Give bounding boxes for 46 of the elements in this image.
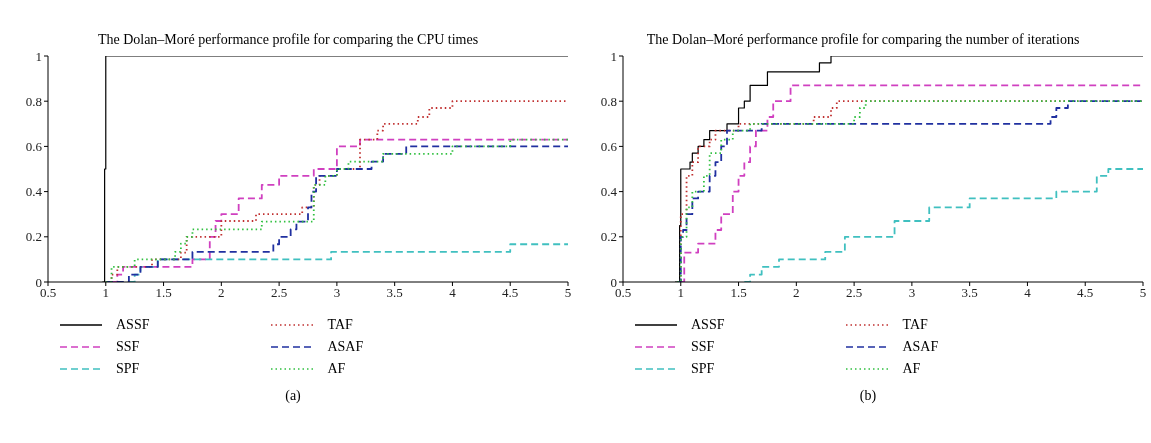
x-tick-label: 1 — [102, 285, 110, 301]
y-tick-label: 0.2 — [600, 229, 617, 245]
x-tick-label: 2 — [793, 285, 800, 301]
x-tick-label: 3.5 — [386, 285, 403, 301]
y-tick-label: 0.8 — [25, 93, 42, 109]
y-tick-label: 0 — [35, 274, 42, 290]
y-tick-label: 1 — [610, 48, 617, 64]
y-tick-label: 0.6 — [25, 139, 43, 155]
y-tick-label: 0 — [610, 274, 617, 290]
legend-label: ASAF — [327, 339, 364, 355]
legend-label: TAF — [327, 317, 353, 333]
x-tick-label: 2.5 — [845, 285, 863, 301]
y-tick-label: 1 — [35, 48, 42, 64]
x-tick-label: 4.5 — [502, 285, 519, 301]
y-tick-label: 0.2 — [25, 229, 42, 245]
legend-label: AF — [902, 361, 921, 377]
legend-label: SPF — [691, 361, 715, 377]
text: (a) — [284, 388, 302, 404]
x-tick-label: 1.5 — [730, 285, 747, 301]
x-tick-label: 5 — [564, 285, 572, 301]
x-tick-label: 2.5 — [270, 285, 288, 301]
x-tick-label: 4.5 — [1077, 285, 1094, 301]
x-tick-label: 4 — [449, 285, 457, 301]
chart-title: The Dolan–Moré performance profile for comparing the CPU times — [96, 31, 480, 48]
y-tick-label: 0.8 — [600, 93, 617, 109]
y-tick-label: 0.6 — [600, 139, 618, 155]
x-tick-label: 3 — [908, 285, 916, 301]
legend-label: ASSF — [691, 317, 725, 333]
x-tick-label: 5 — [1139, 285, 1147, 301]
legend-label: SPF — [116, 361, 140, 377]
x-tick-label: 4 — [1024, 285, 1032, 301]
y-tick-label: 0.4 — [600, 184, 618, 200]
legend-label: SSF — [691, 339, 715, 355]
legend-label: ASSF — [116, 317, 150, 333]
x-tick-label: 1 — [677, 285, 685, 301]
text: (b) — [858, 388, 878, 404]
chart-title: The Dolan–Moré performance profile for comparing the number of iterations — [645, 31, 1081, 48]
legend-label: ASAF — [902, 339, 939, 355]
x-tick-label: 1.5 — [155, 285, 172, 301]
legend-label: SSF — [116, 339, 140, 355]
y-tick-label: 0.4 — [25, 184, 43, 200]
legend-label: AF — [327, 361, 346, 377]
x-tick-label: 2 — [218, 285, 225, 301]
x-tick-label: 3.5 — [961, 285, 978, 301]
x-tick-label: 3 — [333, 285, 341, 301]
legend-label: TAF — [902, 317, 928, 333]
